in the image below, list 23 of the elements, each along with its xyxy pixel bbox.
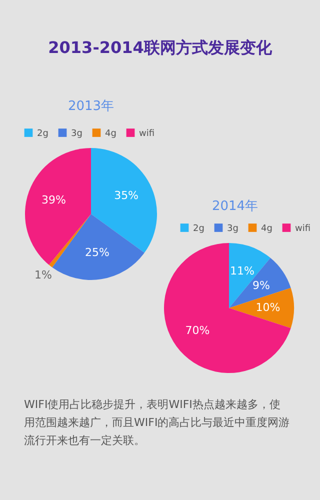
legend-label: wifi <box>139 128 155 139</box>
legend-label: 2g <box>37 128 48 139</box>
chart-title: 2013-2014联网方式发展变化 <box>48 38 273 57</box>
text: WIFI使用占比稳步提升，表明WIFI热点越来越多，使用范围越来越广，而且WIFI的高占比与最近中重度网游流行开来也有一定关联。 <box>24 398 290 447</box>
data-label: 35% <box>114 189 139 202</box>
data-label: 9% <box>252 279 270 292</box>
legend-label: 4g <box>105 128 116 139</box>
legend-label: 3g <box>227 224 238 234</box>
legend-label: 3g <box>71 128 82 139</box>
data-label: 1% <box>34 268 52 282</box>
data-label: 25% <box>84 246 110 260</box>
legend-label: 2g <box>193 224 204 234</box>
legend-label: wifi <box>295 224 311 234</box>
data-label: 10% <box>256 301 280 314</box>
legend-label: 4g <box>261 224 272 234</box>
data-label: 11% <box>230 264 254 278</box>
chart-title: 2014年 <box>212 199 258 214</box>
pie-slice <box>52 214 144 280</box>
data-label: 39% <box>42 194 66 207</box>
pie-slice <box>164 243 291 373</box>
chart-subtitle: 2013年 <box>68 99 114 114</box>
pie-slice <box>229 288 294 328</box>
data-label: 70% <box>185 324 210 337</box>
